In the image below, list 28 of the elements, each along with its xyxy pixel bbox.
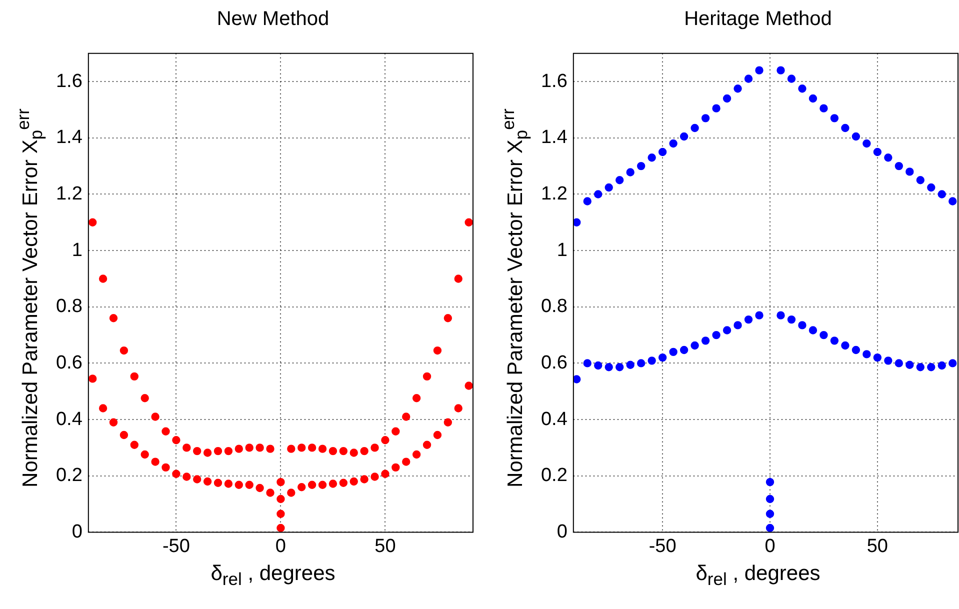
y-tick-label: 1.2 [540, 183, 568, 204]
x-tick-label: 0 [275, 536, 286, 557]
x-tick-label: -50 [162, 536, 190, 557]
y-tick-label: 0.4 [56, 408, 83, 430]
y-tick-label: 1.6 [56, 70, 82, 92]
y-tick-label: 0.6 [56, 352, 82, 374]
y-tick-label: 1.4 [56, 127, 83, 148]
chart-title: Heritage Method [683, 8, 833, 31]
y-tick-label: 0.8 [56, 296, 82, 318]
x-tick-label: 50 [374, 536, 396, 557]
x-tick-label: -50 [648, 536, 676, 557]
y-tick-label: 0 [72, 521, 82, 542]
x-axis-title: δ$_{rel}$ , degrees [694, 562, 822, 590]
x-tick-label: 50 [866, 536, 888, 557]
x-tick-label: 0 [764, 536, 776, 557]
x-axis-title: δ$_{rel}$ , degrees [210, 562, 336, 590]
y-tick-label: 0.8 [540, 296, 568, 318]
y-tick-label: 1 [72, 240, 82, 261]
y-tick-label: 0 [556, 521, 568, 542]
y-tick-label: 0.6 [540, 352, 568, 374]
y-tick-label: 0.4 [540, 408, 568, 430]
y-tick-label: 0.2 [56, 465, 82, 486]
chart-title: New Method [216, 8, 330, 31]
y-tick-label: 0.2 [540, 465, 568, 486]
y-tick-label: 1 [556, 240, 568, 261]
y-tick-label: 1.6 [540, 70, 568, 92]
y-tick-label: 1.4 [540, 127, 568, 148]
y-tick-label: 1.2 [56, 183, 82, 204]
